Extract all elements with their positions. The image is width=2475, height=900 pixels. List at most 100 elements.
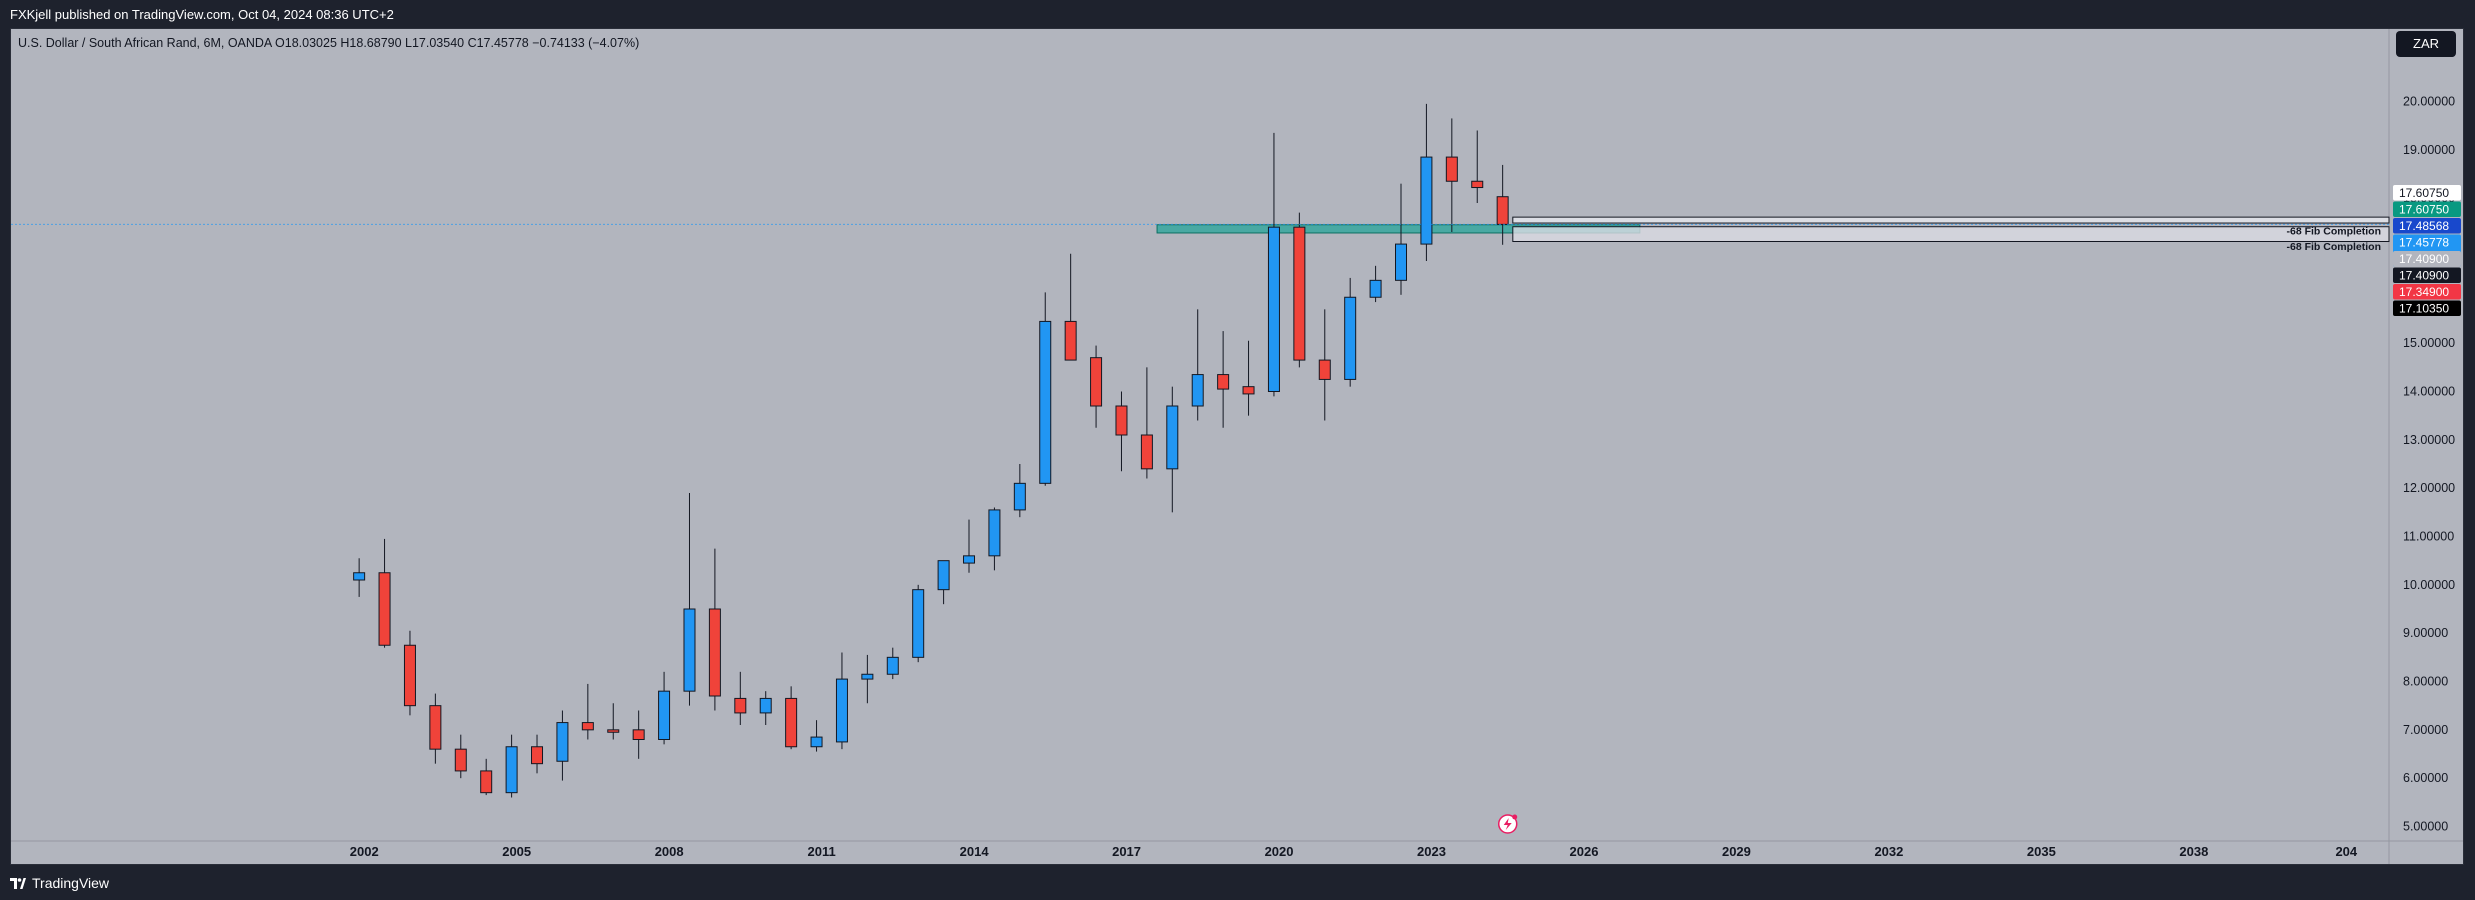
candle-up <box>556 722 569 762</box>
x-tick-label: 2035 <box>2027 844 2056 859</box>
candle-down <box>1217 374 1230 390</box>
price-label-text: 17.60750 <box>2399 203 2449 217</box>
price-label-text: 17.48568 <box>2399 219 2449 233</box>
price-label-bg <box>2393 185 2461 201</box>
candle-up <box>835 678 848 743</box>
y-tick-label: 6.00000 <box>2403 771 2448 785</box>
y-tick-label: 10.00000 <box>2403 578 2455 592</box>
candles <box>353 103 1509 798</box>
footer-bar: TradingView <box>0 865 2475 900</box>
candle-down <box>531 746 544 765</box>
price-label-bg <box>2393 284 2461 300</box>
tradingview-brand[interactable]: TradingView <box>10 875 109 891</box>
x-axis: 2002 2005 2008 2011 2014 2017 2020 2023 2026 2029… <box>11 840 2463 859</box>
lightning-bolt-icon <box>1503 818 1512 830</box>
publisher-text: FXKjell published on TradingView.com, Oc… <box>10 7 394 22</box>
brand-label: TradingView <box>32 875 110 891</box>
candle-down <box>632 729 645 740</box>
price-label-text: 17.34900 <box>2399 285 2449 299</box>
candle-up <box>1395 243 1408 281</box>
candle-down <box>1318 359 1331 380</box>
x-tick-label: 204 <box>2335 844 2357 859</box>
candle-up <box>886 656 899 675</box>
candle-up <box>1013 482 1026 511</box>
price-label-bg <box>2393 251 2461 267</box>
y-tick-label: 20.00000 <box>2403 95 2455 109</box>
y-tick-label: 11.00000 <box>2403 530 2454 544</box>
candle-up <box>1166 405 1179 470</box>
x-tick-label: 2014 <box>960 844 990 859</box>
x-tick-label: 2023 <box>1417 844 1446 859</box>
candle-down <box>378 572 391 646</box>
candle-down <box>429 705 442 750</box>
candle-up <box>1191 374 1204 407</box>
candle-up <box>937 560 950 591</box>
candle-down <box>708 608 721 697</box>
candle-up <box>988 509 1001 557</box>
price-label-bg <box>2393 267 2461 283</box>
candle-up <box>759 697 772 714</box>
candle-up <box>1039 320 1052 484</box>
x-tick-label: 2038 <box>2179 844 2208 859</box>
notification-dot-icon <box>1512 814 1518 820</box>
annotations: -68 Fib Completion -68 Fib Completion <box>2287 226 2382 253</box>
candle-down <box>1090 357 1103 407</box>
candle-down <box>1140 434 1153 470</box>
y-tick-label: 7.00000 <box>2403 723 2448 737</box>
symbol-legend: U.S. Dollar / South African Rand, 6M, OA… <box>18 36 640 50</box>
price-label-text: 17.40900 <box>2399 252 2449 266</box>
candle-down <box>480 770 493 794</box>
price-label-bg <box>2393 218 2461 234</box>
candle-down <box>403 644 416 707</box>
misc-icons <box>1497 814 1518 834</box>
zones <box>1156 216 2390 242</box>
y-tick-label: 12.00000 <box>2403 481 2455 495</box>
candle-down <box>734 697 747 714</box>
price-label-bg <box>2393 300 2461 316</box>
tradingview-logo-icon <box>10 878 26 889</box>
candle-up <box>861 673 874 680</box>
price-label-text: 17.10350 <box>2399 302 2449 316</box>
candle-down <box>1064 320 1077 361</box>
candle-down <box>1496 196 1509 225</box>
y-tick-label: 5.00000 <box>2403 820 2448 834</box>
chart-frame[interactable]: 21.0000020.0000019.0000018.0000017.00000… <box>10 28 2464 865</box>
y-axis: 21.0000020.0000019.0000018.0000017.00000… <box>2388 29 2455 864</box>
price-label-text: 17.45778 <box>2399 236 2449 250</box>
y-tick-label: 13.00000 <box>2403 433 2455 447</box>
candle-down <box>581 722 594 731</box>
candle-down <box>454 748 467 772</box>
candlestick-chart[interactable]: 21.0000020.0000019.0000018.0000017.00000… <box>11 29 2463 864</box>
price-label-text: 17.40900 <box>2399 269 2449 283</box>
x-tick-label: 2020 <box>1265 844 1294 859</box>
x-tick-label: 2002 <box>350 844 379 859</box>
candle-up <box>1369 279 1382 298</box>
candle-up <box>1344 296 1357 380</box>
fib-annotation: -68 Fib Completion <box>2287 241 2382 253</box>
currency-button[interactable]: ZAR <box>2396 31 2456 57</box>
x-tick-label: 2032 <box>1874 844 1903 859</box>
candle-down <box>1242 386 1255 395</box>
y-tick-label: 15.00000 <box>2403 336 2455 350</box>
candle-up <box>912 589 925 658</box>
y-tick-label: 8.00000 <box>2403 675 2448 689</box>
publish-header: FXKjell published on TradingView.com, Oc… <box>0 0 2475 28</box>
candle-down <box>607 729 620 733</box>
y-tick-label: 14.00000 <box>2403 385 2455 399</box>
fib-annotation: -68 Fib Completion <box>2287 226 2382 238</box>
candle-up <box>353 572 366 581</box>
x-tick-label: 2005 <box>502 844 531 859</box>
y-tick-label: 9.00000 <box>2403 626 2448 640</box>
x-tick-label: 2017 <box>1112 844 1141 859</box>
candle-up <box>1267 226 1280 392</box>
candle-up <box>810 736 823 748</box>
candle-up <box>1420 156 1433 245</box>
candle-down <box>1293 226 1306 361</box>
x-tick-label: 2011 <box>808 844 836 859</box>
x-tick-label: 2008 <box>655 844 684 859</box>
x-tick-label: 2029 <box>1722 844 1751 859</box>
candle-down <box>1115 405 1128 436</box>
price-label-bg <box>2393 201 2461 217</box>
candle-down <box>785 697 798 748</box>
candle-up <box>963 555 976 564</box>
